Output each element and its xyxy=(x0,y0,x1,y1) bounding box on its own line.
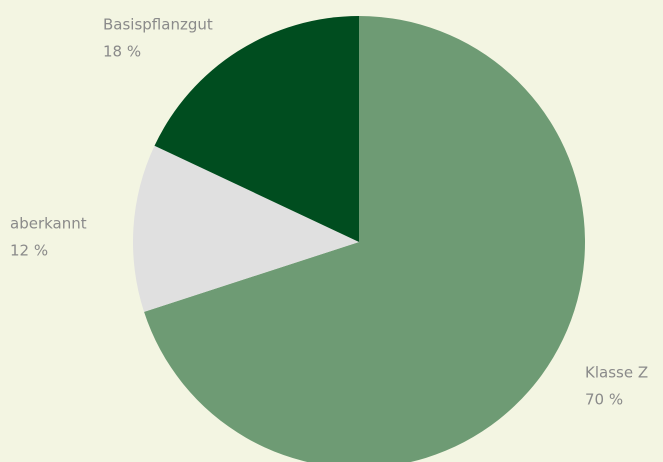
pie-slice xyxy=(144,16,585,462)
pie-slice xyxy=(133,145,359,312)
pie-slice xyxy=(154,16,359,242)
slice-label: Basispflanzgut xyxy=(103,16,213,34)
slice-value-label: 18 % xyxy=(103,43,141,61)
slice-value-label: 12 % xyxy=(10,242,48,260)
slice-value-label: 70 % xyxy=(585,391,623,409)
slice-label: Klasse Z xyxy=(585,364,648,382)
slice-label: aberkannt xyxy=(10,215,87,233)
